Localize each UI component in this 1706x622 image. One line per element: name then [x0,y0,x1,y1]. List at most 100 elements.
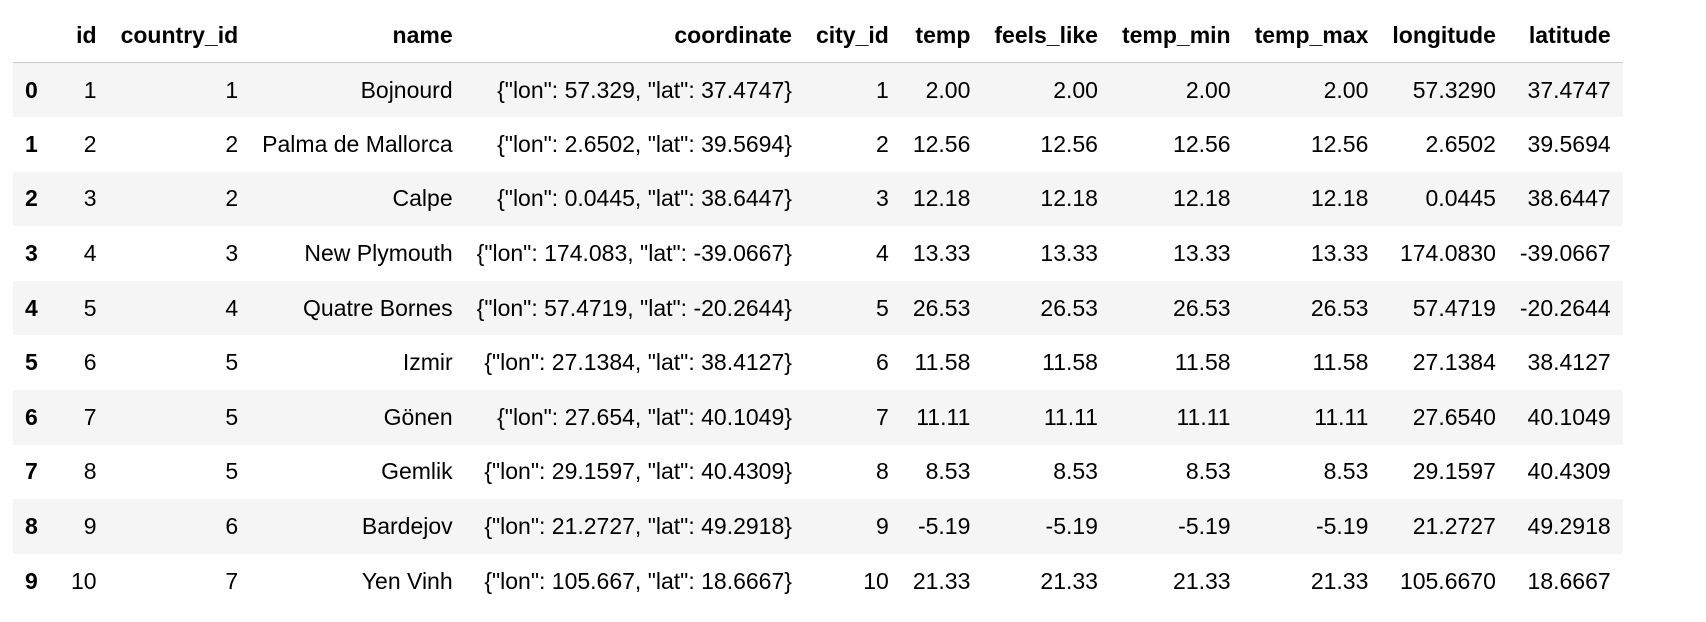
cell-name: Calpe [392,185,453,212]
cell-longitude: 174.0830 [1399,240,1496,267]
column-header-coordinate: coordinate [464,8,804,63]
cell-id: 10 [71,567,97,594]
cell-country-id: 5 [225,458,239,485]
cell-city-id: 4 [876,240,889,267]
cell-temp: 8.53 [925,458,971,485]
column-header-latitude: latitude [1507,8,1623,63]
cell-temp: -5.19 [917,513,971,540]
column-header-country-id: country_id [108,8,251,63]
cell-temp-min: 11.58 [1174,349,1231,376]
cell-coordinate: {"lon": 0.0445, "lat": 38.6447} [497,185,792,212]
cell-latitude: 18.6667 [1527,567,1611,594]
cell-temp-max: 8.53 [1323,458,1369,485]
table-row: 9 10 7 Yen Vinh {"lon": 105.667, "lat": 18.6… [13,553,1623,609]
cell-coordinate: {"lon": 27.654, "lat": 40.1049} [497,403,792,430]
cell-temp-min: 12.56 [1173,130,1231,157]
cell-feels-like: 26.53 [1040,294,1098,321]
column-header-longitude: longitude [1380,8,1508,63]
cell-coordinate: {"lon": 27.1384, "lat": 38.4127} [484,349,792,376]
cell-longitude: 2.6502 [1425,130,1496,157]
cell-country-id: 1 [225,76,239,103]
cell-longitude: 105.6670 [1399,567,1496,594]
row-index: 5 [25,349,38,376]
cell-name: Quatre Bornes [303,294,453,321]
data-table: id country_id name coordinate city_id te… [13,8,1623,609]
cell-feels-like: 12.18 [1040,185,1098,212]
cell-city-id: 10 [863,567,889,594]
cell-latitude: -39.0667 [1519,240,1611,267]
row-index: 8 [25,513,38,540]
table-body: 0 1 1 Bojnourd {"lon": 57.329, "lat": 37.474… [13,62,1623,609]
table-row: 6 7 5 Gönen {"lon": 27.654, "lat": 40.1049} 7… [13,390,1623,445]
cell-temp-max: 12.56 [1310,130,1369,157]
cell-city-id: 2 [876,130,889,157]
cell-country-id: 3 [225,240,239,267]
cell-feels-like: 11.11 [1043,403,1098,430]
cell-temp-min: 21.33 [1173,567,1231,594]
column-header-feels-like: feels_like [982,8,1110,63]
cell-feels-like: 2.00 [1053,76,1098,103]
cell-longitude: 27.1384 [1412,349,1496,376]
cell-temp-max: 26.53 [1310,294,1369,321]
cell-name: Bojnourd [360,76,453,103]
cell-coordinate: {"lon": 29.1597, "lat": 40.4309} [484,458,792,485]
cell-temp: 11.58 [914,349,971,376]
cell-latitude: -20.2644 [1519,294,1611,321]
cell-temp-max: 2.00 [1323,76,1369,103]
cell-city-id: 6 [876,349,889,376]
cell-temp-max: 13.33 [1310,240,1369,267]
cell-coordinate: {"lon": 57.4719, "lat": -20.2644} [476,294,792,321]
cell-city-id: 3 [876,185,889,212]
cell-id: 4 [83,240,97,267]
cell-name: Yen Vinh [361,567,453,594]
cell-temp-min: -5.19 [1178,513,1231,540]
cell-id: 6 [83,349,97,376]
row-index: 6 [25,403,38,430]
table-row: 4 5 4 Quatre Bornes {"lon": 57.4719, "lat": … [13,280,1623,336]
cell-temp-min: 2.00 [1185,76,1231,103]
cell-temp-max: 21.33 [1310,567,1369,594]
cell-name: Palma de Mallorca [262,130,453,157]
cell-country-id: 2 [225,130,239,157]
table-row: 5 6 5 Izmir {"lon": 27.1384, "lat": 38.4127}… [13,335,1623,391]
cell-city-id: 1 [876,76,889,103]
cell-temp: 12.18 [912,185,971,212]
cell-longitude: 27.6540 [1412,403,1496,430]
cell-latitude: 40.1049 [1527,403,1611,430]
cell-temp: 11.11 [916,403,971,430]
cell-name: Izmir [402,349,453,376]
cell-city-id: 5 [876,294,889,321]
column-header-temp: temp [900,8,983,63]
cell-name: Gemlik [381,458,453,485]
cell-latitude: 38.6447 [1527,185,1611,212]
cell-temp-min: 26.53 [1173,294,1231,321]
cell-city-id: 8 [876,458,889,485]
cell-country-id: 5 [225,403,239,430]
cell-latitude: 40.4309 [1527,458,1611,485]
column-header-city-id: city_id [803,8,901,63]
cell-longitude: 0.0445 [1425,185,1496,212]
cell-coordinate: {"lon": 105.667, "lat": 18.6667} [484,567,792,594]
cell-coordinate: {"lon": 21.2727, "lat": 49.2918} [484,513,792,540]
row-index: 3 [25,240,38,267]
cell-city-id: 9 [876,513,889,540]
cell-country-id: 6 [225,513,239,540]
cell-temp-max: 11.11 [1314,403,1369,430]
cell-country-id: 5 [225,349,239,376]
cell-feels-like: 21.33 [1040,567,1098,594]
cell-temp-max: 11.58 [1312,349,1369,376]
cell-id: 2 [83,130,97,157]
cell-name: Bardejov [361,513,453,540]
column-header-temp-min: temp_min [1109,8,1243,63]
cell-temp-min: 12.18 [1173,185,1231,212]
cell-temp-max: -5.19 [1315,513,1369,540]
cell-latitude: 49.2918 [1527,513,1611,540]
cell-coordinate: {"lon": 174.083, "lat": -39.0667} [476,240,792,267]
cell-temp: 13.33 [912,240,971,267]
cell-feels-like: 8.53 [1053,458,1098,485]
cell-id: 1 [83,76,97,103]
row-index: 4 [25,294,38,321]
cell-temp-min: 11.11 [1176,403,1231,430]
table-row: 7 8 5 Gemlik {"lon": 29.1597, "lat": 40.4309… [13,444,1623,500]
column-header-id: id [59,8,109,63]
